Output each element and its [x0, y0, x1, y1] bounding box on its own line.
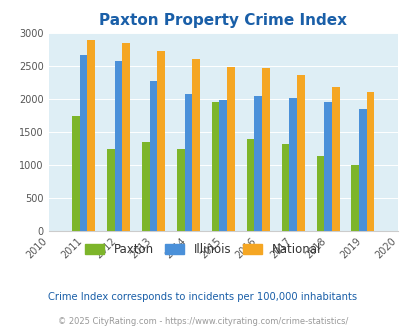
Bar [316, 156, 324, 231]
Bar [254, 96, 261, 231]
Bar [80, 55, 87, 231]
Bar [358, 109, 366, 231]
Bar [72, 115, 80, 231]
Bar [351, 165, 358, 231]
Bar [142, 142, 149, 231]
Bar [157, 51, 164, 231]
Bar [87, 40, 95, 231]
Bar [331, 87, 339, 231]
Bar [219, 100, 226, 231]
Bar [149, 81, 157, 231]
Bar [324, 102, 331, 231]
Text: © 2025 CityRating.com - https://www.cityrating.com/crime-statistics/: © 2025 CityRating.com - https://www.city… [58, 317, 347, 326]
Bar [366, 92, 373, 231]
Bar [192, 59, 199, 231]
Bar [261, 68, 269, 231]
Bar [211, 102, 219, 231]
Text: Crime Index corresponds to incidents per 100,000 inhabitants: Crime Index corresponds to incidents per… [48, 292, 357, 302]
Bar [226, 67, 234, 231]
Bar [115, 61, 122, 231]
Bar [177, 148, 184, 231]
Bar [107, 148, 115, 231]
Title: Paxton Property Crime Index: Paxton Property Crime Index [99, 13, 346, 28]
Bar [281, 144, 289, 231]
Bar [184, 94, 192, 231]
Bar [246, 139, 254, 231]
Bar [122, 43, 130, 231]
Bar [296, 75, 304, 231]
Legend: Paxton, Illinois, National: Paxton, Illinois, National [81, 240, 324, 260]
Bar [289, 98, 296, 231]
